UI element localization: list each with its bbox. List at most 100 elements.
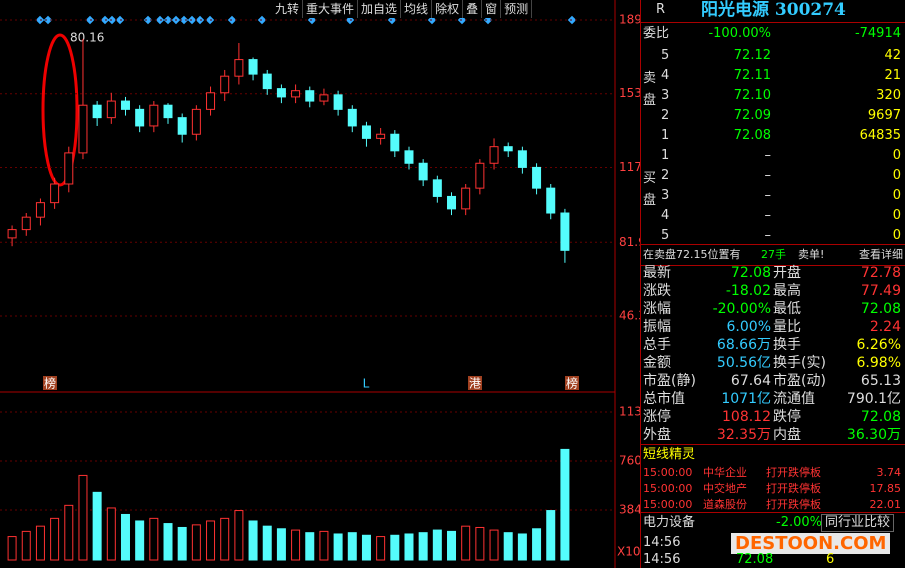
toolbar-button[interactable]: 重大事件 [303,0,359,18]
sell-label: 卖盘 [643,68,656,112]
level: 1 [661,148,670,163]
volume-bar [206,520,216,561]
volume-bar [319,530,329,561]
volume-bar [50,517,60,561]
candle-body [305,90,315,102]
toolbar-button[interactable]: 九转 [272,0,304,18]
volume-bar [248,520,258,561]
stat-value: 36.30万 [846,427,901,443]
stat-label: 总手 [643,337,671,353]
volume-bar [475,526,485,561]
detail-link[interactable]: 查看详细 [859,248,903,261]
stat-row: 总手 68.66万 换手 6.26% [641,335,905,355]
candle-body [503,146,513,152]
volume-bar [418,532,428,561]
volume-bar [489,529,499,561]
candle-body [276,88,286,98]
candle-body [206,92,216,110]
stat-value: 67.64 [730,373,771,389]
candle-body [106,100,116,119]
level: 4 [661,68,670,83]
sector-row: 电力设备 -2.00% 同行业比较 [641,512,905,533]
level: 3 [661,188,670,203]
toolbar-button[interactable]: 均线 [401,0,433,18]
candle-body [135,108,145,127]
toolbar-button[interactable]: 加自选 [358,0,402,18]
notice: 在卖盘72.15位置有 27手 卖单! 查看详细 [641,244,905,266]
stat-label: 涨幅 [643,301,671,317]
chart-marker: L [363,377,370,391]
volume-bar [532,528,542,561]
stat-label: 外盘 [643,427,671,443]
candle-body [418,162,428,181]
candle-body [461,187,471,210]
stat-value: 72.78 [860,265,901,281]
volume-bar [503,532,513,561]
volume-bar [177,526,187,561]
tick-time: 14:56 [643,535,681,550]
volume-bar [163,523,173,561]
toolbar-button[interactable]: 叠 [463,0,483,18]
news-value: 17.85 [869,482,902,495]
stat-row: 振幅 6.00% 量比 2.24 [641,317,905,337]
candle-body [560,212,570,251]
buy-row: 4 – 0 [641,206,905,226]
candle-body [163,104,173,119]
stat-label: 振幅 [643,319,671,335]
stat-value: 68.66万 [716,337,771,353]
volume-bar [262,525,272,561]
candle-body [319,94,329,102]
news-time: 15:00:00 [643,482,693,495]
y-tick-label: 3843 [619,502,640,516]
volume-bar [106,507,116,561]
volume-bar [92,491,102,561]
candle-body [404,150,414,164]
sell-row: 4 72.11 21 [641,66,905,86]
candle-body [177,117,187,135]
volume-bar [191,524,201,561]
char: 盘 [643,93,657,108]
price: 72.09 [733,108,771,123]
stat-label: 量比 [773,319,801,335]
toolbar-button[interactable]: 除权 [432,0,464,18]
stat-value: 6.26% [856,337,901,353]
stat-label: 金额 [643,355,671,371]
news-stock: 中华企业 [703,466,747,479]
stat-label: 换手 [773,337,801,353]
price: 72.11 [733,68,771,83]
price: – [764,188,772,203]
sell-row: 3 72.10 320 [641,86,905,106]
candle-body [291,90,301,98]
y-tick-label: 117.95 [619,160,640,174]
stat-label: 市盈(动) [773,373,826,389]
candle-body [347,108,357,127]
volume-bar [234,510,244,561]
candle-body [149,104,159,127]
volume-bar [560,448,570,561]
stat-value: 1071亿 [721,391,771,407]
candle-body [489,146,499,164]
level: 2 [661,108,670,123]
toolbar-button[interactable]: 窗 [482,0,502,18]
header: R 阳光电源 300274 [641,0,905,23]
kline-chart: 80.16 X100 189.10 153.53 117.95 81.90 46.33 1… [0,0,640,568]
news-event: 打开跌停板 [766,466,821,479]
volume-bar [432,529,442,561]
y-tick-label: 153.53 [619,86,640,100]
compare-button[interactable]: 同行业比较 [820,514,894,532]
candle-body [220,75,230,94]
y-tick-label: 189.10 [619,13,640,27]
price: – [764,148,772,163]
toolbar-button[interactable]: 预测 [501,0,533,18]
level: 2 [661,168,670,183]
candle-body [517,150,527,168]
candle-body [532,166,542,189]
notice-text: 卖单! [798,248,825,261]
news-row: 15:00:00 中交地产 打开跌停板 17.85 [641,479,905,499]
stat-value: 72.08 [730,265,771,281]
event-marker [43,15,53,25]
stat-label: 最新 [643,265,671,281]
volume-bar [21,530,31,561]
char: 卖 [643,71,657,86]
stat-label: 最低 [773,301,801,317]
